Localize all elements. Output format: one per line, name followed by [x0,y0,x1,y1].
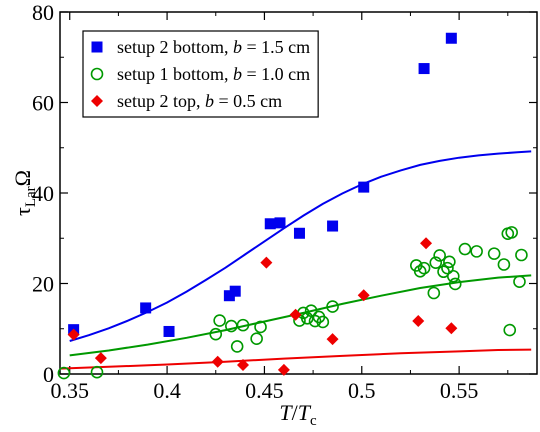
y-tick-label: 80 [32,0,54,25]
data-point-diamond [260,256,273,269]
data-point-diamond [289,308,302,321]
data-point-circle [300,312,314,325]
data-point-square [229,285,241,297]
data-point-square [223,290,235,302]
data-point-circle [57,366,71,380]
data-point-square [274,217,286,229]
data-point-square [445,32,457,44]
data-point-diamond [67,328,80,341]
data-point-diamond [94,352,107,365]
data-point-circle [470,245,483,258]
fit-curve [69,274,532,357]
data-point-circle [250,332,263,346]
data-point-circle [209,327,223,341]
data-point-square [293,227,305,239]
data-point-circle [326,300,339,313]
data-point-circle [417,261,431,275]
x-tick-label: 0.4 [153,378,181,403]
data-point-diamond [357,289,370,302]
data-point-circle [497,258,511,271]
fit-curve [59,348,532,370]
data-point-square [140,302,152,314]
data-point-circle [308,314,322,328]
data-point-circle [90,67,104,81]
data-point-diamond [237,358,250,371]
data-point-diamond [211,355,224,368]
y-tick-label: 20 [32,272,54,297]
y-tick-label: 60 [32,91,54,116]
y-tick-label: 0 [43,362,54,387]
x-tick-label: 0.45 [245,378,284,403]
legend-box [82,30,319,118]
data-point-circle [446,269,460,283]
x-tick-label: 0.55 [440,378,479,403]
legend-label: setup 2 top, b = 0.5 cm [117,91,282,111]
legend-label: setup 1 bottom, b = 1.0 cm [117,64,310,84]
x-axis-label: T/Tc [279,400,317,429]
data-point-circle [213,314,226,327]
data-point-circle [458,242,472,256]
data-point-circle [503,323,517,337]
y-axis-label: τLarΩ [10,170,39,216]
ticks: 0.35 0.4 0.45 0.5 0.55 0 20 40 60 80 [32,0,537,403]
legend-entry: setup 2 top, b = 0.5 cm [91,91,282,111]
data-point-square [358,181,370,193]
data-point-square [264,218,276,230]
legend-label: setup 2 bottom, b = 1.5 cm [117,37,310,57]
data-point-diamond [277,363,290,376]
data-point-circle [487,247,501,260]
data-point-circle [515,248,528,262]
data-point-circle [433,249,446,262]
data-point-square [163,325,175,337]
data-point-circle [236,318,250,332]
fit-curves [59,150,532,370]
data-point-diamond [326,333,339,346]
legend-entry: setup 1 bottom, b = 1.0 cm [90,64,310,84]
data-point-square [91,41,103,53]
data-point-circle [225,319,238,333]
data-point-circle [441,261,454,275]
data-point-circle [505,226,518,239]
data-point-circle [413,264,427,278]
data-point-circle [513,275,526,288]
data-point-diamond [412,315,425,328]
data-point-square [418,63,430,75]
x-tick-label: 0.35 [50,378,89,403]
legend-entries: setup 2 bottom, b = 1.5 cm setup 1 bottom… [90,37,310,111]
x-tick-label: 0.5 [348,378,376,403]
data-point-square [327,220,339,232]
data-point-diamond [445,322,458,335]
data-point-diamond [91,95,103,107]
data-point-circle [448,277,462,291]
data-point-circle [429,256,443,269]
data-point-diamond [420,237,433,250]
legend: setup 2 bottom, b = 1.5 cm setup 1 bottom… [82,30,319,118]
data-point-circle [443,255,456,269]
data-points [57,32,528,380]
y-tick-label: 40 [32,181,54,206]
data-point-circle [254,320,267,334]
data-point-circle [316,315,330,329]
data-point-circle [427,286,441,300]
data-point-circle [230,340,244,353]
data-point-circle [90,365,104,379]
legend-entry: setup 2 bottom, b = 1.5 cm [91,37,310,57]
